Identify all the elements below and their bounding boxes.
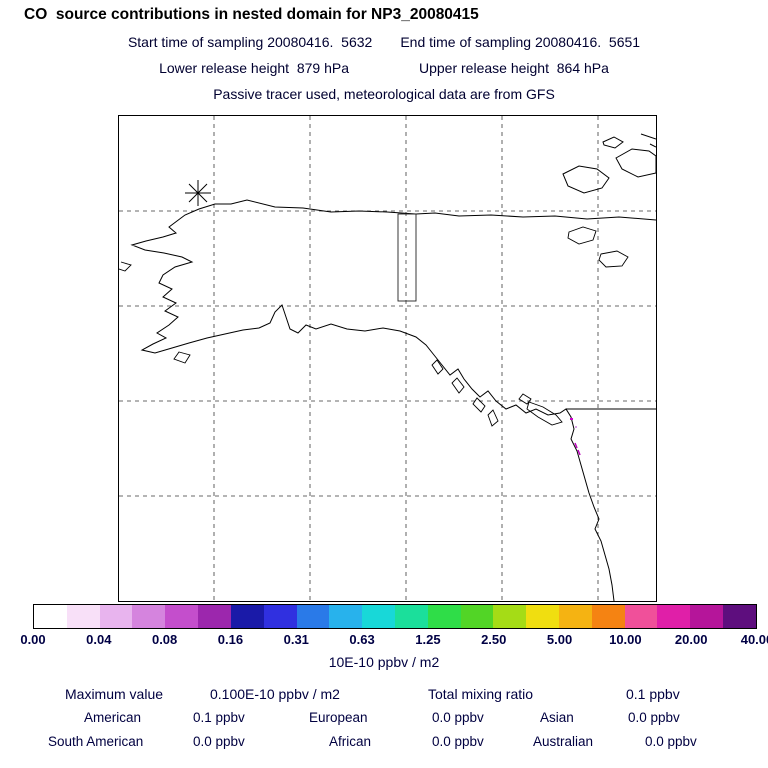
colorbar-segment bbox=[296, 605, 330, 628]
tracer-text: Passive tracer used, meteorological data… bbox=[213, 86, 555, 102]
colorbar-tick-label: 0.00 bbox=[20, 632, 46, 647]
region-value-european: 0.0 ppbv bbox=[432, 710, 484, 725]
colorbar-segment bbox=[460, 605, 494, 628]
colorbar-units-label: 10E-10 ppbv / m2 bbox=[328, 654, 440, 670]
region-stats-row-1: American 0.1 ppbv European 0.0 ppbv Asia… bbox=[0, 710, 768, 728]
colorbar-segment bbox=[198, 605, 231, 628]
region-label-african: African bbox=[329, 734, 372, 749]
colorbar-segment bbox=[690, 605, 724, 628]
graticule-gridlines bbox=[119, 116, 656, 601]
region-label-asian: Asian bbox=[540, 710, 574, 725]
coastline-path bbox=[130, 199, 657, 602]
colorbar-segment bbox=[624, 605, 658, 628]
colorbar-tick-label: 1.25 bbox=[415, 632, 441, 647]
start-time-text: Start time of sampling 20080416. 5632 bbox=[127, 34, 373, 50]
colorbar-tick-label: 40.00 bbox=[740, 632, 768, 647]
region-value-australian: 0.0 ppbv bbox=[645, 734, 697, 749]
region-value-south-american: 0.0 ppbv bbox=[193, 734, 245, 749]
release-height-row: Lower release height 879 hPa Upper relea… bbox=[0, 60, 768, 76]
total-ratio-value: 0.1 ppbv bbox=[626, 686, 680, 702]
colorbar-tick-label: 10.00 bbox=[609, 632, 642, 647]
colorbar bbox=[33, 604, 757, 629]
max-value-text: 0.100E-10 ppbv / m2 bbox=[210, 686, 340, 702]
lake-outlines bbox=[567, 226, 629, 268]
tracer-info-row: Passive tracer used, meteorological data… bbox=[0, 86, 768, 102]
colorbar-segment bbox=[230, 605, 264, 628]
colorbar-segment bbox=[559, 605, 592, 628]
arctic-islands bbox=[562, 133, 657, 194]
colorbar-ticks: 0.00 0.04 0.08 0.16 0.31 0.63 1.25 2.50 5.00 10.0… bbox=[20, 632, 768, 648]
upper-release-text: Upper release height 864 hPa bbox=[419, 60, 609, 76]
region-label-australian: Australian bbox=[533, 734, 594, 749]
colorbar-segment bbox=[394, 605, 428, 628]
region-label-south-american: South American bbox=[48, 734, 144, 749]
coastal-islands bbox=[118, 261, 563, 427]
colorbar-segment bbox=[657, 605, 691, 628]
page-title: CO source contributions in nested domain… bbox=[24, 6, 479, 23]
map-svg bbox=[118, 116, 657, 602]
lower-release-text: Lower release height 879 hPa bbox=[159, 60, 349, 76]
total-ratio-label: Total mixing ratio bbox=[428, 686, 534, 702]
colorbar-segment bbox=[591, 605, 625, 628]
colorbar-segment bbox=[362, 605, 395, 628]
colorbar-segment bbox=[132, 605, 166, 628]
contribution-plume-marks bbox=[570, 418, 581, 456]
sampling-site-marker bbox=[185, 180, 211, 206]
inner-boundary-box bbox=[397, 213, 417, 302]
region-label-european: European bbox=[309, 710, 368, 725]
colorbar-segment bbox=[723, 605, 756, 628]
region-value-american: 0.1 ppbv bbox=[193, 710, 245, 725]
colorbar-tick-label: 5.00 bbox=[546, 632, 573, 647]
colorbar-tick-label: 0.31 bbox=[283, 632, 309, 647]
region-stats-row-2: South American 0.0 ppbv African 0.0 ppbv… bbox=[0, 734, 768, 752]
colorbar-segment bbox=[329, 605, 363, 628]
colorbar-segment bbox=[526, 605, 559, 628]
colorbar-tick-label: 0.63 bbox=[349, 632, 375, 647]
colorbar-tick-label: 2.50 bbox=[481, 632, 507, 647]
sampling-time-row: Start time of sampling 20080416. 5632 En… bbox=[0, 34, 768, 50]
colorbar-segment bbox=[99, 605, 133, 628]
colorbar-segment bbox=[66, 605, 100, 628]
colorbar-segment bbox=[34, 605, 67, 628]
colorbar-segment bbox=[493, 605, 527, 628]
map-panel bbox=[118, 115, 657, 602]
colorbar-tick-label: 0.08 bbox=[151, 632, 178, 647]
colorbar-tick-label: 0.16 bbox=[217, 632, 244, 647]
colorbar-segment bbox=[427, 605, 461, 628]
colorbar-segment bbox=[165, 605, 199, 628]
region-label-american: American bbox=[84, 710, 142, 725]
colorbar-segment bbox=[263, 605, 297, 628]
region-value-asian: 0.0 ppbv bbox=[628, 710, 680, 725]
max-value-row: Maximum value 0.100E-10 ppbv / m2 Total … bbox=[0, 686, 768, 704]
colorbar-tick-label: 20.00 bbox=[674, 632, 708, 647]
end-time-text: End time of sampling 20080416. 5651 bbox=[400, 34, 641, 50]
colorbar-tick-label: 0.04 bbox=[86, 632, 112, 647]
max-value-label: Maximum value bbox=[65, 686, 164, 702]
region-value-african: 0.0 ppbv bbox=[432, 734, 484, 749]
